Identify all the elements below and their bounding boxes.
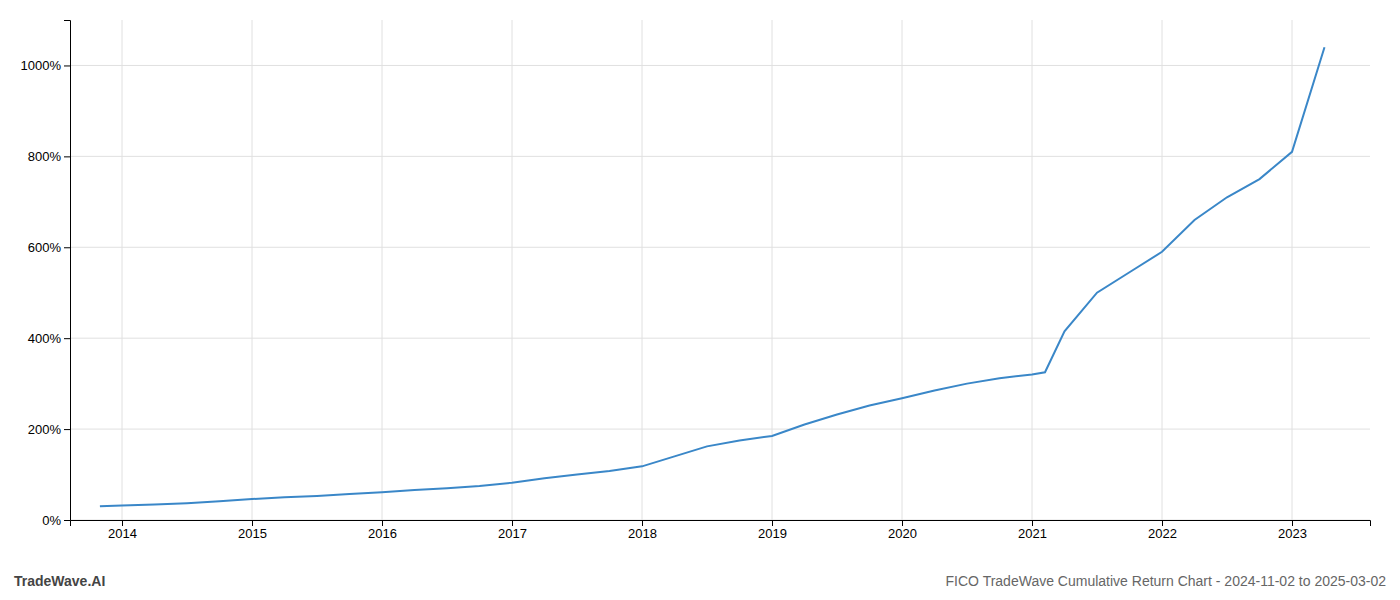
x-tick: 2022	[1148, 520, 1177, 541]
title: FICO TradeWave Cumulative Return Chart -…	[946, 573, 1387, 589]
y-tick-label: 1000%	[21, 58, 62, 73]
x-tick: 2018	[628, 520, 657, 541]
y-tick-mark	[64, 429, 70, 430]
x-tick-mark	[1032, 520, 1033, 526]
watermark: TradeWave.AI	[14, 573, 105, 589]
x-tick-label: 2018	[628, 526, 657, 541]
x-tick-mark	[512, 520, 513, 526]
x-tick: 2016	[368, 520, 397, 541]
grid-line	[70, 429, 1370, 430]
grid-line	[902, 20, 903, 520]
chart: 2014 2015 2016 2017 2018 2019 2020 2021 2022 2023…	[0, 0, 1400, 600]
y-tick: 400%	[28, 331, 70, 346]
y-tick-mark	[64, 520, 70, 521]
grid-line	[772, 20, 773, 520]
grid-line	[252, 20, 253, 520]
y-axis: 0% 200% 400% 600% 800% 1000%	[21, 21, 71, 528]
x-tick-label: 2016	[368, 526, 397, 541]
y-tick: 0%	[42, 513, 70, 528]
x-tick-mark	[1162, 520, 1163, 526]
y-axis-line	[64, 21, 71, 521]
x-tick: 2021	[1018, 520, 1047, 541]
y-tick-mark	[64, 247, 70, 248]
x-tick: 2015	[238, 520, 267, 541]
x-tick-mark	[902, 520, 903, 526]
grid-line	[512, 20, 513, 520]
grid-line	[70, 338, 1370, 339]
x-tick: 2017	[498, 520, 527, 541]
y-tick: 200%	[28, 422, 70, 437]
x-tick-label: 2015	[238, 526, 267, 541]
y-tick-mark	[64, 338, 70, 339]
x-tick-mark	[642, 520, 643, 526]
grid-line	[70, 65, 1370, 66]
grid-line	[70, 247, 1370, 248]
y-tick-label: 400%	[28, 331, 62, 346]
x-tick-label: 2019	[758, 526, 787, 541]
x-tick: 2014	[108, 520, 137, 541]
y-tick-mark	[64, 65, 70, 66]
marks	[100, 47, 1325, 506]
grid-line	[122, 20, 123, 520]
x-tick-label: 2021	[1018, 526, 1047, 541]
x-axis-line	[71, 521, 1371, 527]
x-tick-mark	[772, 520, 773, 526]
x-tick: 2019	[758, 520, 787, 541]
grid-line	[1162, 20, 1163, 520]
grid-line	[642, 20, 643, 520]
x-tick-label: 2023	[1278, 526, 1307, 541]
grid-line	[1292, 20, 1293, 520]
y-tick-label: 0%	[42, 513, 61, 528]
x-tick-mark	[1292, 520, 1293, 526]
y-tick-label: 600%	[28, 240, 62, 255]
x-tick-label: 2022	[1148, 526, 1177, 541]
x-tick-mark	[382, 520, 383, 526]
y-tick: 600%	[28, 240, 70, 255]
plot: 2014 2015 2016 2017 2018 2019 2020 2021 2022 2023…	[21, 20, 1371, 541]
x-tick-mark	[122, 520, 123, 526]
x-tick-mark	[252, 520, 253, 526]
grid	[70, 20, 1370, 520]
y-tick: 1000%	[21, 58, 70, 73]
x-tick: 2020	[888, 520, 917, 541]
x-tick-label: 2014	[108, 526, 137, 541]
grid-line	[1032, 20, 1033, 520]
y-tick-label: 200%	[28, 422, 62, 437]
line	[100, 47, 1325, 506]
grid-line	[70, 156, 1370, 157]
x-tick-label: 2020	[888, 526, 917, 541]
x-tick-label: 2017	[498, 526, 527, 541]
y-tick: 800%	[28, 149, 70, 164]
grid-line	[382, 20, 383, 520]
y-tick-label: 800%	[28, 149, 62, 164]
x-tick: 2023	[1278, 520, 1307, 541]
x-axis: 2014 2015 2016 2017 2018 2019 2020 2021 2022 2023	[71, 520, 1371, 541]
y-tick-mark	[64, 156, 70, 157]
